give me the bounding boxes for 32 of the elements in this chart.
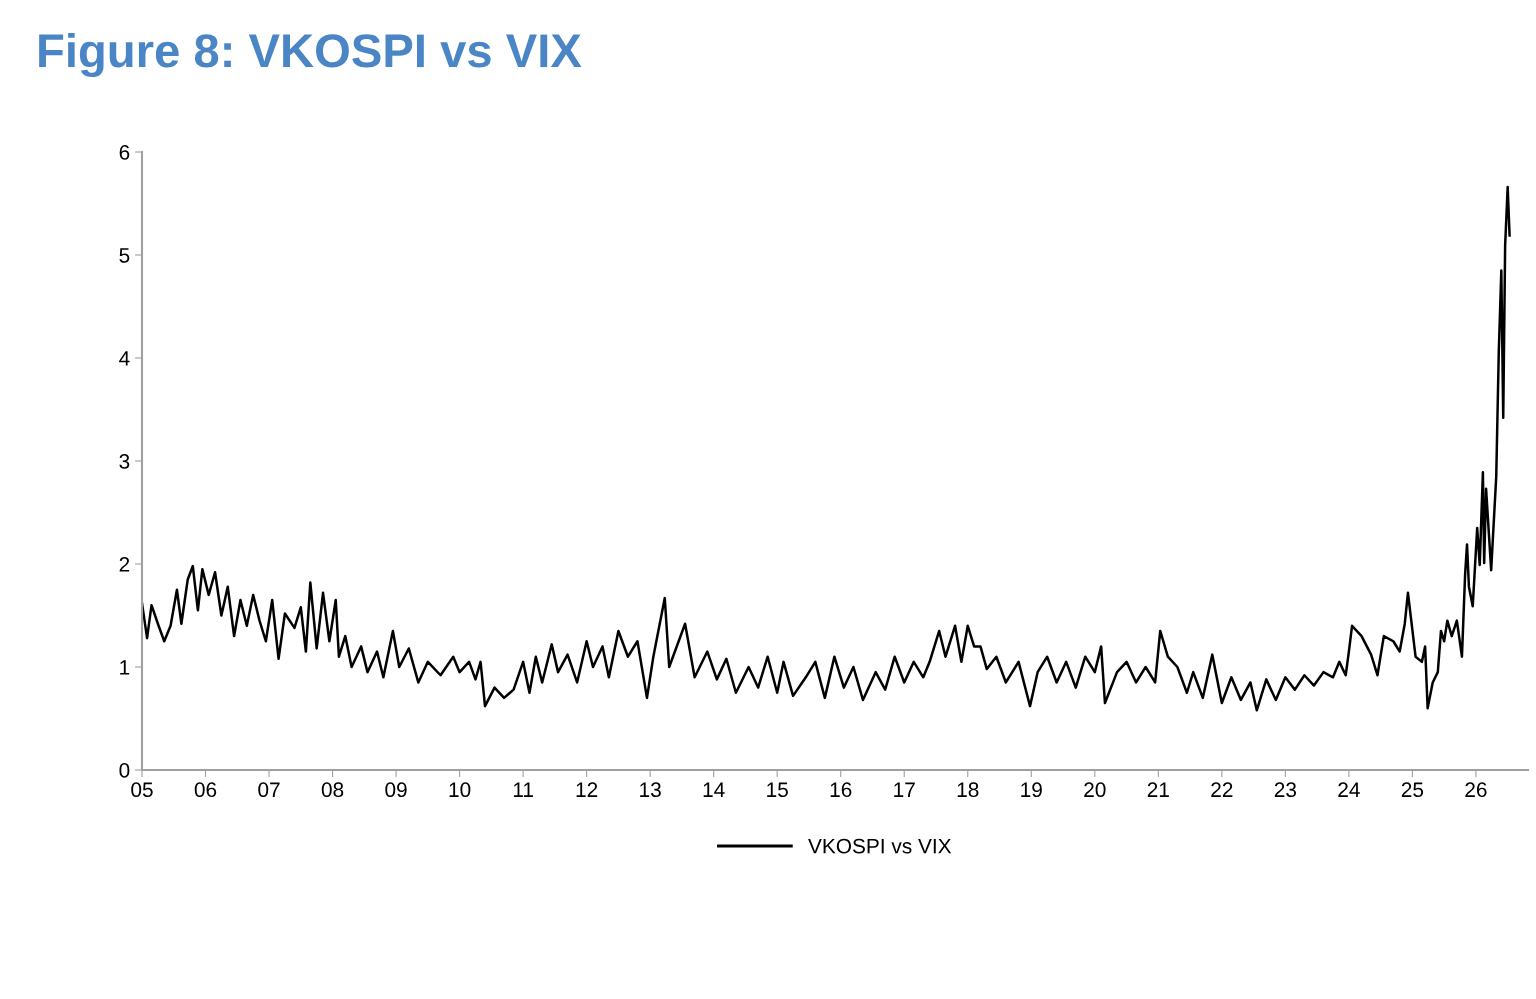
x-tick-label: 19 xyxy=(1021,782,1042,798)
legend-label: VKOSPI vs VIX xyxy=(808,838,952,854)
x-tick-label: 25 xyxy=(1401,782,1424,798)
x-tick-label: 16 xyxy=(830,782,852,798)
y-tick-label: 3 xyxy=(119,454,130,469)
x-tick-label: 14 xyxy=(703,782,725,797)
x-tick-label: 10 xyxy=(449,782,471,798)
x-tick-label: 15 xyxy=(767,782,788,798)
x-tick-label: 09 xyxy=(385,782,407,798)
x-tick-label: 12 xyxy=(576,782,598,797)
x-tick-label: 17 xyxy=(894,782,915,797)
chart-title: Figure 8: VKOSPI vs VIX xyxy=(39,32,582,78)
x-tick-label: 11 xyxy=(513,782,533,797)
x-tick-label: 18 xyxy=(957,782,979,798)
x-tick-label: 08 xyxy=(321,782,344,798)
y-tick-label: 1 xyxy=(120,660,130,675)
x-tick-label: 21 xyxy=(1147,782,1169,797)
y-tick-label: 4 xyxy=(119,351,130,366)
x-tick-label: 24 xyxy=(1338,782,1360,797)
x-tick-label: 06 xyxy=(194,782,217,798)
y-tick-label: 5 xyxy=(119,248,130,263)
x-tick-label: 07 xyxy=(258,782,280,798)
y-tick-label: 6 xyxy=(119,145,130,160)
x-tick-label: 22 xyxy=(1211,782,1233,797)
line-series xyxy=(142,185,1511,712)
x-tick-label: 05 xyxy=(131,782,153,798)
x-tick-label: 26 xyxy=(1465,782,1487,798)
y-tick-label: 2 xyxy=(119,557,130,572)
y-tick-label: 0 xyxy=(119,763,130,778)
x-tick-label: 23 xyxy=(1274,782,1297,798)
x-tick-label: 20 xyxy=(1084,782,1106,798)
x-tick-label: 13 xyxy=(640,782,661,798)
